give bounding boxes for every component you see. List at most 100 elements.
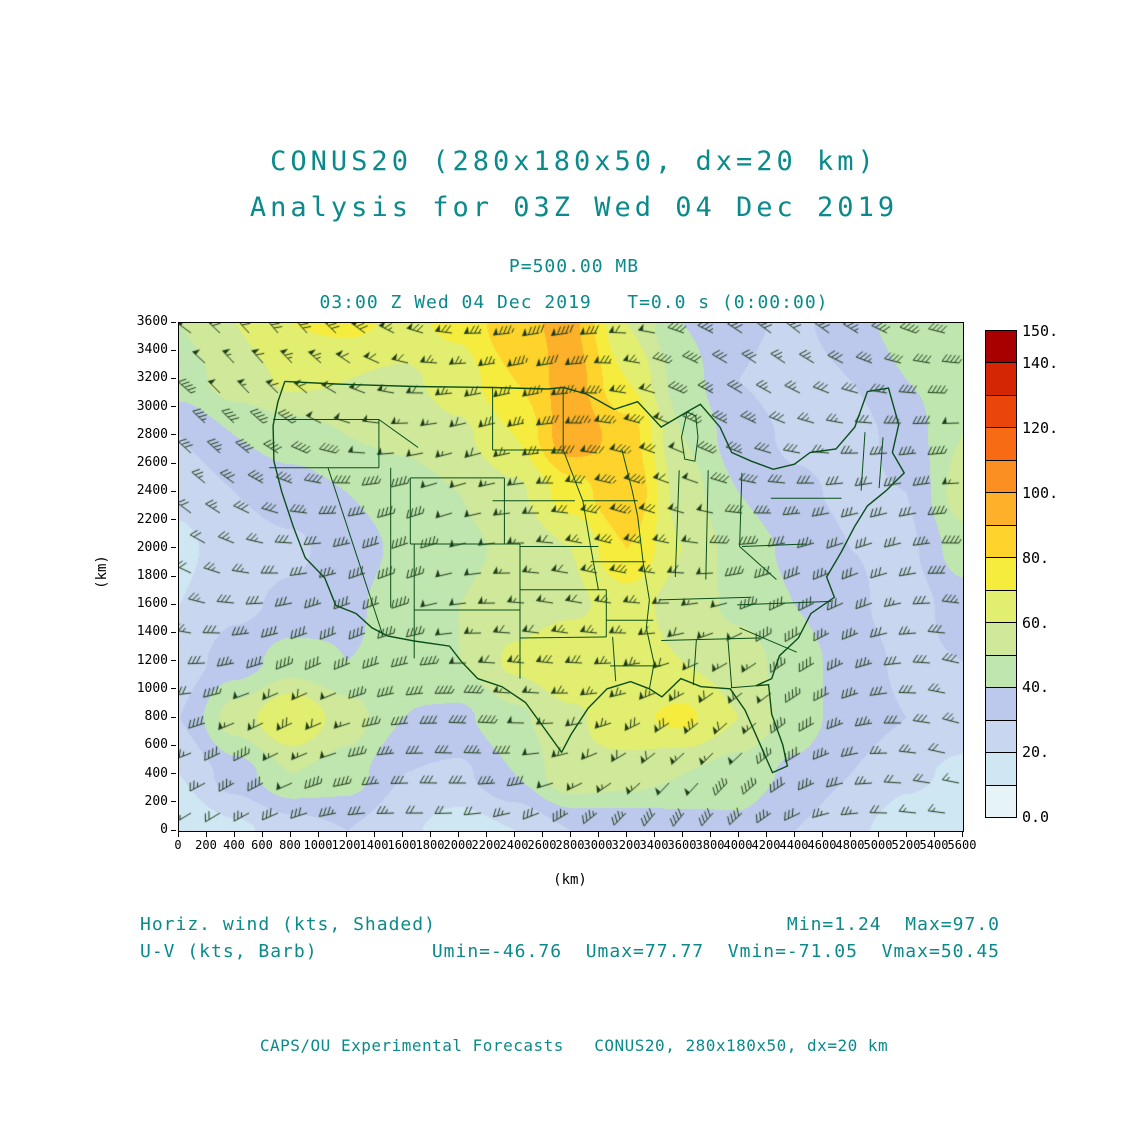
y-tick-label: 600 [144,737,168,753]
x-tick [317,832,319,837]
x-tick-label: 2800 [555,838,585,852]
map-boundary-line [658,596,752,601]
y-tick [171,434,176,436]
map-boundary-line [661,637,760,641]
map-boundary-line [612,636,617,682]
x-tick-label: 2600 [527,838,557,852]
x-tick-label: 4000 [723,838,753,852]
map-boundary-line [737,600,832,606]
x-tick-label: 1200 [331,838,361,852]
map-boundary-line [562,449,599,590]
x-tick-label: 3000 [583,838,613,852]
y-tick [171,490,176,492]
map-boundary-line [519,636,607,639]
colorbar-segment [986,395,1016,429]
colorbar-segment [986,720,1016,754]
x-tick [373,832,375,837]
colorbar-tick-label: 140. [1022,354,1059,373]
colorbar-tick-label: 60. [1022,613,1050,632]
colorbar-segment [986,331,1016,364]
colorbar-tick-label: 100. [1022,484,1059,502]
x-tick [653,832,655,837]
x-tick-label: 4800 [835,838,865,852]
colorbar-segment [986,428,1016,461]
colorbar-tick-label: 0.0 [1022,808,1050,826]
colorbar-segment [986,525,1016,559]
colorbar-segment [986,558,1016,591]
colorbar-tick-label: 150. [1022,322,1059,340]
x-tick [261,832,263,837]
y-tick [171,829,176,831]
colorbar-tick-label: 120. [1022,419,1059,438]
colorbar-segment [986,688,1016,721]
x-tick-label: 2000 [443,838,473,852]
map-boundary-line [727,637,733,688]
y-tick [171,716,176,718]
x-tick [177,832,179,837]
wind-field-canvas [179,323,963,831]
x-tick-label: 400 [223,838,245,852]
x-tick-label: 0 [174,838,182,852]
x-tick [345,832,347,837]
us-map-outline [269,380,906,774]
y-tick-label: 200 [144,793,168,809]
map-boundary-line [860,432,866,491]
y-tick [171,773,176,775]
colorbar-segment [986,623,1016,656]
y-axis-label: (km) [94,555,110,589]
y-tick-label: 2800 [136,426,168,442]
colorbar-segment [986,363,1016,396]
x-tick-label: 1600 [387,838,417,852]
x-tick-label: 1800 [415,838,445,852]
x-tick-label: 3800 [695,838,725,852]
plot-area [178,322,964,832]
x-tick [457,832,459,837]
x-tick [849,832,851,837]
y-tick [171,321,176,323]
x-tick-label: 1000 [303,838,333,852]
y-tick [171,406,176,408]
x-tick-label: 2400 [499,838,529,852]
map-boundary-line [878,437,884,489]
x-tick [709,832,711,837]
colorbar [985,330,1017,818]
colorbar-tick-label: 40. [1022,678,1050,697]
map-boundary-line [272,380,906,774]
map-boundary-line [739,546,777,580]
x-tick-label: 5400 [919,838,949,852]
y-tick-label: 3000 [136,398,168,414]
x-tick [233,832,235,837]
y-tick [171,377,176,379]
y-tick-label: 1600 [136,596,168,612]
x-tick [485,832,487,837]
x-tick [205,832,207,837]
y-tick-label: 2200 [136,511,168,527]
x-tick-label: 4400 [779,838,809,852]
y-tick-label: 400 [144,765,168,781]
y-tick [171,349,176,351]
x-tick [597,832,599,837]
y-tick-label: 2600 [136,455,168,471]
title-line-1: CONUS20 (280x180x50, dx=20 km) [270,146,878,177]
map-boundary-line [705,470,709,580]
legend-note-barb: U-V (kts, Barb) [140,941,318,962]
colorbar-tick-label: 80. [1022,548,1050,567]
x-tick-label: 5200 [891,838,921,852]
x-tick [289,832,291,837]
y-tick-label: 3600 [136,314,168,329]
x-tick [737,832,739,837]
map-boundary-line [741,543,807,547]
y-tick [171,744,176,746]
x-tick [429,832,431,837]
uv-minmax-label: Umin=-46.76 Umax=77.77 Vmin=-71.05 Vmax=… [431,941,1000,962]
x-tick [821,832,823,837]
y-tick [171,462,176,464]
y-tick [171,575,176,577]
x-tick-label: 5600 [947,838,977,852]
x-tick [401,832,403,837]
x-tick [569,832,571,837]
x-tick [513,832,515,837]
x-tick-label: 3400 [639,838,669,852]
colorbar-segment [986,460,1016,494]
